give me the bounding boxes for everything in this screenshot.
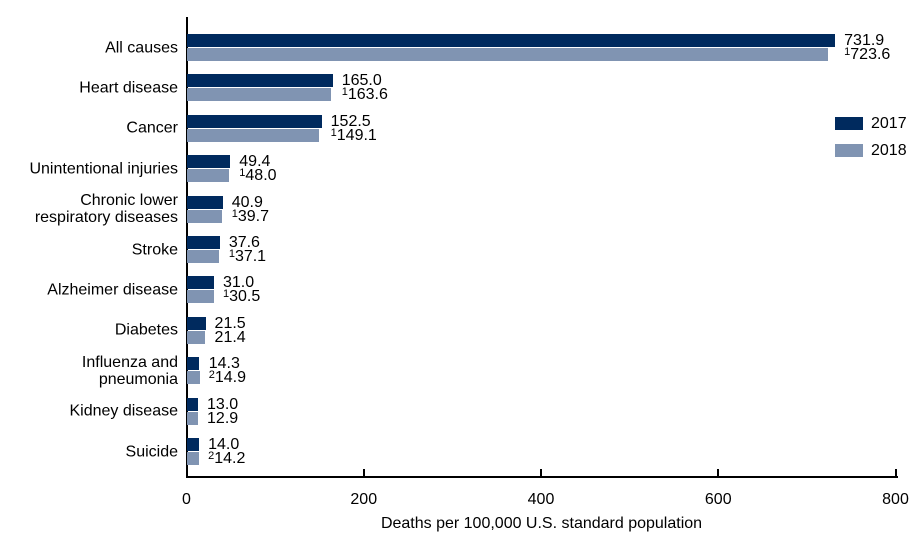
value-label: 148.0 <box>239 167 277 185</box>
bar-2017 <box>186 195 223 209</box>
bar-2017 <box>186 236 220 249</box>
bar-2018 <box>186 330 206 344</box>
value-label: 12.9 <box>207 409 239 427</box>
value-label: 21.5 <box>214 314 246 332</box>
bar-2018 <box>186 452 200 465</box>
legend-swatch <box>835 117 863 130</box>
legend-item-2017: 2017 <box>835 114 907 132</box>
footnote-marker: 1 <box>222 288 230 301</box>
footnote-marker: 1 <box>228 248 235 260</box>
bar-2018 <box>186 411 198 425</box>
x-axis-tick-label: 600 <box>704 491 732 508</box>
x-axis-tick-label: 400 <box>527 491 555 508</box>
value-label: 1723.6 <box>844 46 891 63</box>
footnote-marker: 1 <box>330 126 337 139</box>
category-label: Suicide <box>125 443 178 460</box>
x-axis-tick-label: 200 <box>350 491 378 508</box>
value-label: 152.5 <box>330 112 371 130</box>
bar-2018 <box>186 88 332 102</box>
bar-2018 <box>186 209 222 223</box>
value-label: 31.0 <box>222 274 255 292</box>
legend-item-2018: 2018 <box>835 141 907 159</box>
footnote-marker: 1 <box>341 86 348 99</box>
value-label: 1149.1 <box>330 126 377 144</box>
category-label: Kidney disease <box>69 402 178 420</box>
x-axis-title: Deaths per 100,000 U.S. standard populat… <box>380 515 703 532</box>
category-label: Heart disease <box>79 79 178 97</box>
value-label: 14.3 <box>208 355 240 373</box>
bar-2017 <box>186 155 231 169</box>
x-axis-tick <box>362 468 365 477</box>
bar-2018 <box>186 128 319 142</box>
footnote-marker: 1 <box>231 207 238 220</box>
value-label: 1163.6 <box>341 86 388 104</box>
x-axis-tick <box>540 468 542 477</box>
bar-2018 <box>186 371 200 385</box>
category-label: Cancer <box>126 119 178 137</box>
value-label: 49.4 <box>239 153 271 171</box>
x-axis-line <box>185 476 898 478</box>
x-axis-tick-label: 0 <box>182 491 191 508</box>
category-label: Chronic lower respiratory diseases <box>34 192 178 227</box>
bar-2018 <box>186 290 214 304</box>
footnote-marker: 2 <box>208 450 215 462</box>
bar-2017 <box>186 397 199 411</box>
value-label: 13.0 <box>207 395 239 413</box>
bar-2018 <box>186 250 220 263</box>
category-label: Alzheimer disease <box>47 281 178 299</box>
bar-2017 <box>186 114 322 128</box>
value-label: 37.6 <box>228 234 260 251</box>
x-axis-tick <box>717 468 720 477</box>
bar-2017 <box>186 316 206 330</box>
category-label: Influenza and pneumonia <box>81 353 178 388</box>
value-label: 139.7 <box>231 207 269 225</box>
category-label: Stroke <box>131 241 178 258</box>
value-label: 14.0 <box>208 436 240 453</box>
category-label: Unintentional injuries <box>29 160 178 178</box>
bar-2018 <box>186 48 828 61</box>
footnote-marker: 2 <box>208 369 215 382</box>
footnote-marker: 1 <box>844 46 851 58</box>
bar-2017 <box>186 34 836 47</box>
legend-label: 2017 <box>871 114 907 132</box>
value-label: 165.0 <box>341 72 382 90</box>
category-label: All causes <box>105 39 178 56</box>
legend-swatch <box>835 144 863 157</box>
x-axis-tick-label: 800 <box>882 491 909 508</box>
value-label: 214.9 <box>208 369 246 387</box>
footnote-marker: 1 <box>239 167 246 180</box>
bar-2017 <box>186 438 199 451</box>
value-label: 214.2 <box>208 450 246 467</box>
bar-2017 <box>186 74 333 88</box>
bar-2017 <box>186 276 214 290</box>
value-label: 731.9 <box>844 32 885 49</box>
bar-2017 <box>186 357 200 371</box>
bar-2018 <box>186 169 230 183</box>
legend-label: 2018 <box>871 141 907 159</box>
value-label: 130.5 <box>222 288 261 306</box>
value-label: 40.9 <box>231 193 263 211</box>
value-label: 137.1 <box>228 248 267 265</box>
category-label: Diabetes <box>114 321 178 339</box>
x-axis-tick <box>894 468 897 477</box>
value-label: 21.4 <box>214 328 246 346</box>
